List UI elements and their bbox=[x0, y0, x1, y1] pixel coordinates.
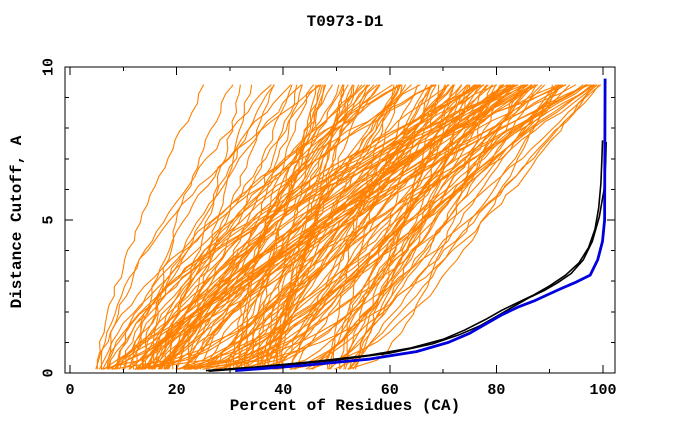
server-model-curve bbox=[289, 84, 553, 370]
x-tick-label: 20 bbox=[168, 382, 186, 399]
server-model-curve bbox=[243, 84, 314, 370]
server-model-curve bbox=[152, 84, 234, 370]
server-model-curve bbox=[272, 84, 407, 370]
model-black-b bbox=[208, 141, 607, 372]
server-model-curve bbox=[141, 84, 302, 370]
y-tick-label: 10 bbox=[40, 58, 57, 76]
server-model-curve bbox=[135, 84, 292, 370]
x-tick-label: 0 bbox=[65, 382, 74, 399]
server-model-curve bbox=[183, 84, 371, 370]
server-model-curve bbox=[231, 84, 602, 370]
server-model-curve bbox=[124, 84, 275, 370]
server-model-curve bbox=[141, 84, 368, 370]
x-axis-title: Percent of Residues (CA) bbox=[229, 397, 461, 415]
server-model-curve bbox=[311, 84, 532, 370]
server-model-curve bbox=[132, 84, 401, 370]
y-axis-title: Distance Cutoff, A bbox=[8, 135, 26, 309]
server-model-curve bbox=[263, 84, 484, 370]
server-model-curve bbox=[344, 84, 419, 370]
server-model-curve bbox=[187, 84, 253, 370]
server-model-curve bbox=[279, 84, 450, 370]
server-model-curve bbox=[154, 84, 402, 370]
server-model-curve bbox=[202, 84, 469, 370]
server-model-curve bbox=[348, 84, 557, 370]
server-model-curve bbox=[95, 84, 393, 370]
server-model-curve bbox=[199, 84, 563, 370]
server-model-curve bbox=[106, 84, 272, 370]
server-model-curve bbox=[189, 84, 317, 370]
server-model-curve bbox=[240, 84, 402, 370]
server-model-curve bbox=[237, 84, 509, 370]
x-tick-label: 40 bbox=[274, 382, 292, 399]
server-model-curve bbox=[242, 84, 403, 370]
server-model-curve bbox=[100, 84, 322, 370]
server-model-curve bbox=[108, 84, 498, 370]
x-tick-label: 80 bbox=[487, 382, 505, 399]
server-model-curve bbox=[184, 84, 537, 370]
server-model-curve bbox=[215, 84, 587, 370]
server-model-curve bbox=[261, 84, 399, 370]
model-blue bbox=[235, 78, 607, 372]
x-tick-label: 60 bbox=[381, 382, 399, 399]
server-model-curve bbox=[254, 84, 497, 370]
server-model-curve bbox=[194, 84, 561, 370]
server-model-curve bbox=[205, 84, 566, 370]
server-model-curve bbox=[166, 84, 525, 370]
server-model-curve bbox=[163, 84, 293, 370]
server-model-curve bbox=[134, 84, 298, 370]
server-model-curve bbox=[184, 84, 432, 370]
server-model-curve bbox=[148, 84, 303, 370]
server-model-curve bbox=[266, 84, 345, 370]
server-model-curve bbox=[176, 84, 488, 370]
server-model-curve bbox=[128, 84, 560, 370]
server-model-curve bbox=[144, 84, 241, 370]
server-model-curve bbox=[111, 84, 508, 370]
server-model-curve bbox=[137, 84, 503, 370]
server-model-curve bbox=[216, 84, 449, 370]
server-model-curve bbox=[348, 84, 562, 370]
server-model-curve bbox=[148, 84, 450, 370]
server-model-curve bbox=[107, 84, 511, 370]
server-model-curve bbox=[223, 84, 588, 370]
server-model-curve bbox=[334, 84, 559, 370]
server-model-curve bbox=[354, 84, 535, 370]
server-model-curve bbox=[98, 84, 437, 370]
server-model-curve bbox=[305, 84, 598, 370]
server-model-curve bbox=[186, 84, 591, 370]
y-tick-label: 0 bbox=[40, 368, 57, 377]
server-model-curve bbox=[259, 84, 327, 370]
server-model-curve bbox=[103, 84, 589, 370]
server-model-curve bbox=[107, 84, 533, 370]
server-model-curve bbox=[265, 84, 355, 370]
server-model-curve bbox=[343, 84, 432, 370]
x-tick-label: 100 bbox=[589, 382, 616, 399]
chart-title: T0973-D1 bbox=[306, 13, 384, 31]
server-model-curve bbox=[151, 84, 398, 370]
server-model-curve bbox=[159, 84, 366, 370]
server-model-curve bbox=[96, 84, 205, 370]
server-model-curve bbox=[347, 84, 493, 370]
y-tick-label: 5 bbox=[40, 215, 57, 224]
server-model-curve bbox=[116, 84, 435, 370]
